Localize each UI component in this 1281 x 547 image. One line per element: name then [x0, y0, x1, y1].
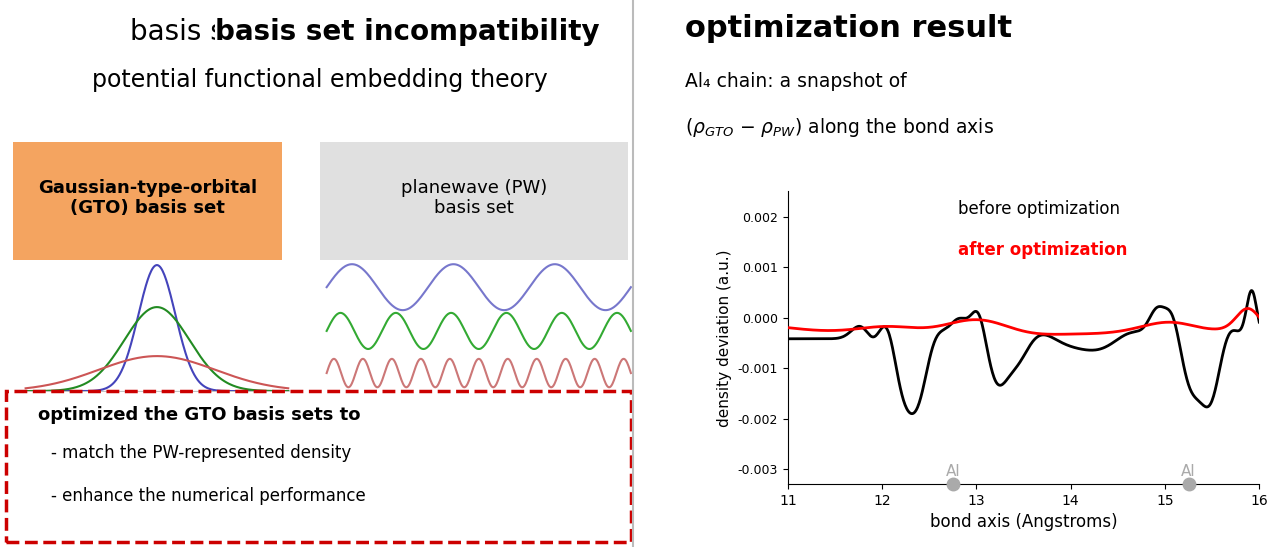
FancyBboxPatch shape [13, 142, 282, 260]
Text: before optimization: before optimization [957, 200, 1120, 218]
Text: optimized the GTO basis sets to: optimized the GTO basis sets to [38, 406, 361, 424]
Text: Al: Al [1181, 464, 1196, 479]
Text: Gaussian-type-orbital
(GTO) basis set: Gaussian-type-orbital (GTO) basis set [37, 179, 257, 217]
FancyBboxPatch shape [6, 391, 632, 542]
Text: ($\rho_{GTO}$ $-$ $\rho_{PW}$) along the bond axis: ($\rho_{GTO}$ $-$ $\rho_{PW}$) along the… [685, 116, 994, 139]
X-axis label: bond axis (Angstroms): bond axis (Angstroms) [930, 514, 1117, 531]
Text: basis set incompatibility: basis set incompatibility [215, 18, 600, 45]
Text: Al₄ chain: a snapshot of: Al₄ chain: a snapshot of [685, 72, 907, 91]
Text: optimization result: optimization result [685, 14, 1012, 43]
Text: basis set incompatibility  in: basis set incompatibility in [129, 18, 511, 45]
Text: - match the PW-represented density: - match the PW-represented density [51, 444, 351, 462]
Text: after optimization: after optimization [957, 241, 1127, 259]
Text: potential functional embedding theory: potential functional embedding theory [92, 68, 548, 92]
Text: Al: Al [945, 464, 961, 479]
Text: planewave (PW)
basis set: planewave (PW) basis set [401, 179, 547, 217]
Text: - enhance the numerical performance: - enhance the numerical performance [51, 487, 366, 505]
Y-axis label: density deviation (a.u.): density deviation (a.u.) [717, 249, 733, 427]
FancyBboxPatch shape [320, 142, 628, 260]
